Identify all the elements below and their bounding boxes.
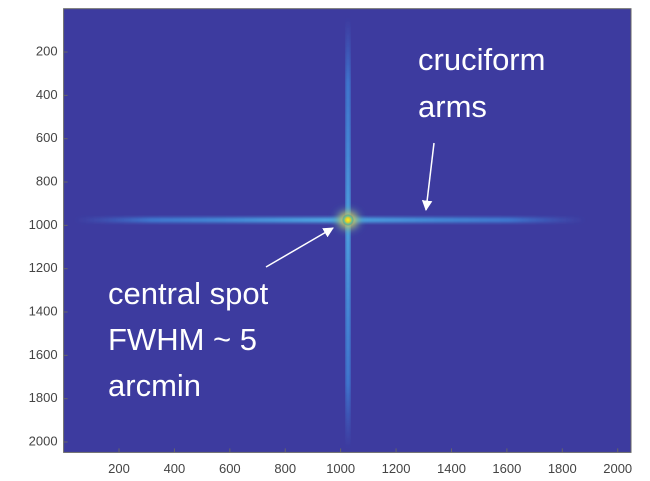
annotation-text: arms (418, 89, 487, 124)
annotation-arrow (265, 227, 334, 268)
y-tick-label: 2000 (29, 433, 58, 448)
annotation-text: central spot (108, 276, 269, 311)
annotation-text: FWHM ~ 5 (108, 322, 257, 357)
x-tick-label: 1800 (548, 461, 577, 476)
frame (63, 8, 632, 453)
plot-area (63, 8, 632, 453)
y-tick-label: 600 (36, 130, 58, 145)
x-tick-label: 2000 (603, 461, 632, 476)
y-tick-label: 200 (36, 43, 58, 58)
y-tick-label: 1400 (29, 303, 58, 318)
x-tick-label: 1000 (326, 461, 355, 476)
x-tick-label: 1600 (492, 461, 521, 476)
central-spot (342, 214, 354, 226)
y-tick-label: 400 (36, 87, 58, 102)
x-tick-label: 1200 (382, 461, 411, 476)
x-tick-label: 200 (108, 461, 130, 476)
y-tick-label: 1800 (29, 390, 58, 405)
x-tick-label: 400 (164, 461, 186, 476)
x-tick-label: 600 (219, 461, 241, 476)
annotation-arrow (421, 142, 435, 212)
y-tick-label: 1000 (29, 217, 58, 232)
x-tick-label: 800 (274, 461, 296, 476)
annotation-text: cruciform (418, 42, 545, 77)
x-tick-label: 1400 (437, 461, 466, 476)
horizontal-arm (75, 217, 585, 223)
y-tick-label: 1600 (29, 347, 58, 362)
y-tick-label: 1200 (29, 260, 58, 275)
annotation-text: arcmin (108, 368, 201, 403)
y-tick-label: 800 (36, 173, 58, 188)
vertical-arm (345, 18, 351, 448)
